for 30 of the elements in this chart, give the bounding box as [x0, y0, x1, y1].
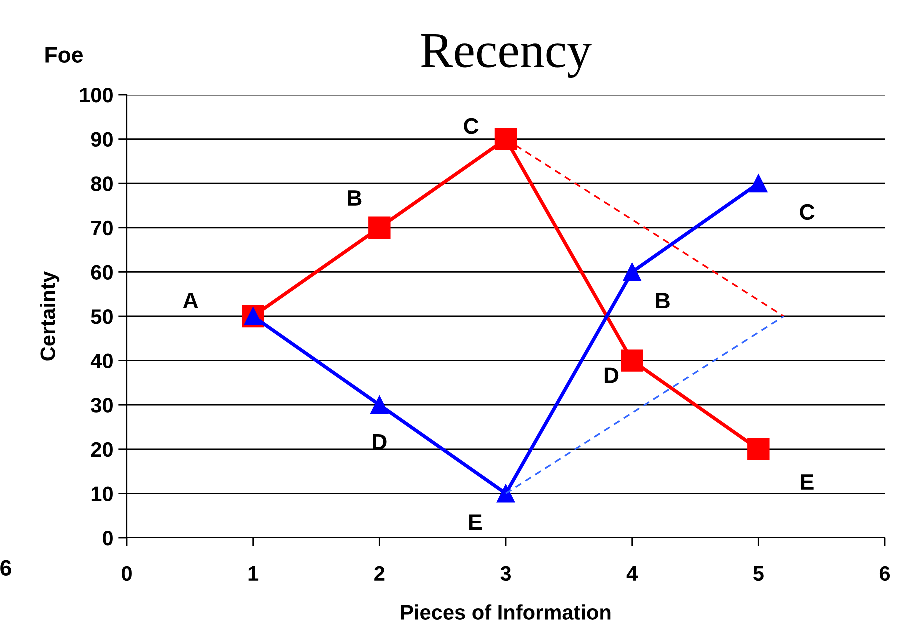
x-tick-label: 6	[880, 566, 890, 582]
annotation: E	[801, 474, 814, 490]
y-tick-label: 20	[91, 442, 113, 458]
y-tick-label: 40	[90, 354, 113, 369]
x-tick-label: 0	[122, 566, 132, 582]
x-tick-label: 1	[248, 566, 259, 581]
annotation: D	[604, 368, 619, 384]
y-tick-label: 90	[91, 132, 113, 148]
annotation: B	[656, 293, 670, 308]
annotation: B	[348, 190, 362, 206]
y-tick-label: 80	[91, 176, 113, 192]
x-tick-label: 5	[754, 566, 764, 582]
y-tick-label: 30	[91, 398, 113, 413]
annotation: C	[464, 118, 479, 134]
y-tick-label: 60	[91, 265, 113, 280]
y-tick-label: 10	[92, 486, 113, 502]
x-tick-label: 2	[374, 566, 385, 581]
text: Foe	[46, 47, 83, 63]
x-tick-label: 4	[626, 566, 638, 581]
y-tick-label: 100	[80, 88, 113, 103]
chart-title: Recency	[421, 34, 592, 78]
y-tick-label: 0	[103, 531, 113, 546]
annotation: C	[800, 204, 815, 220]
x-axis-title: Pieces of Information	[401, 604, 611, 620]
y-tick-label: 70	[92, 220, 113, 236]
annotation: E	[470, 514, 482, 530]
x-tick-label: 3	[500, 566, 512, 582]
y-axis-title: Certainty	[40, 271, 60, 361]
annotation: A	[183, 293, 198, 308]
y-tick-label: 50	[91, 310, 113, 324]
